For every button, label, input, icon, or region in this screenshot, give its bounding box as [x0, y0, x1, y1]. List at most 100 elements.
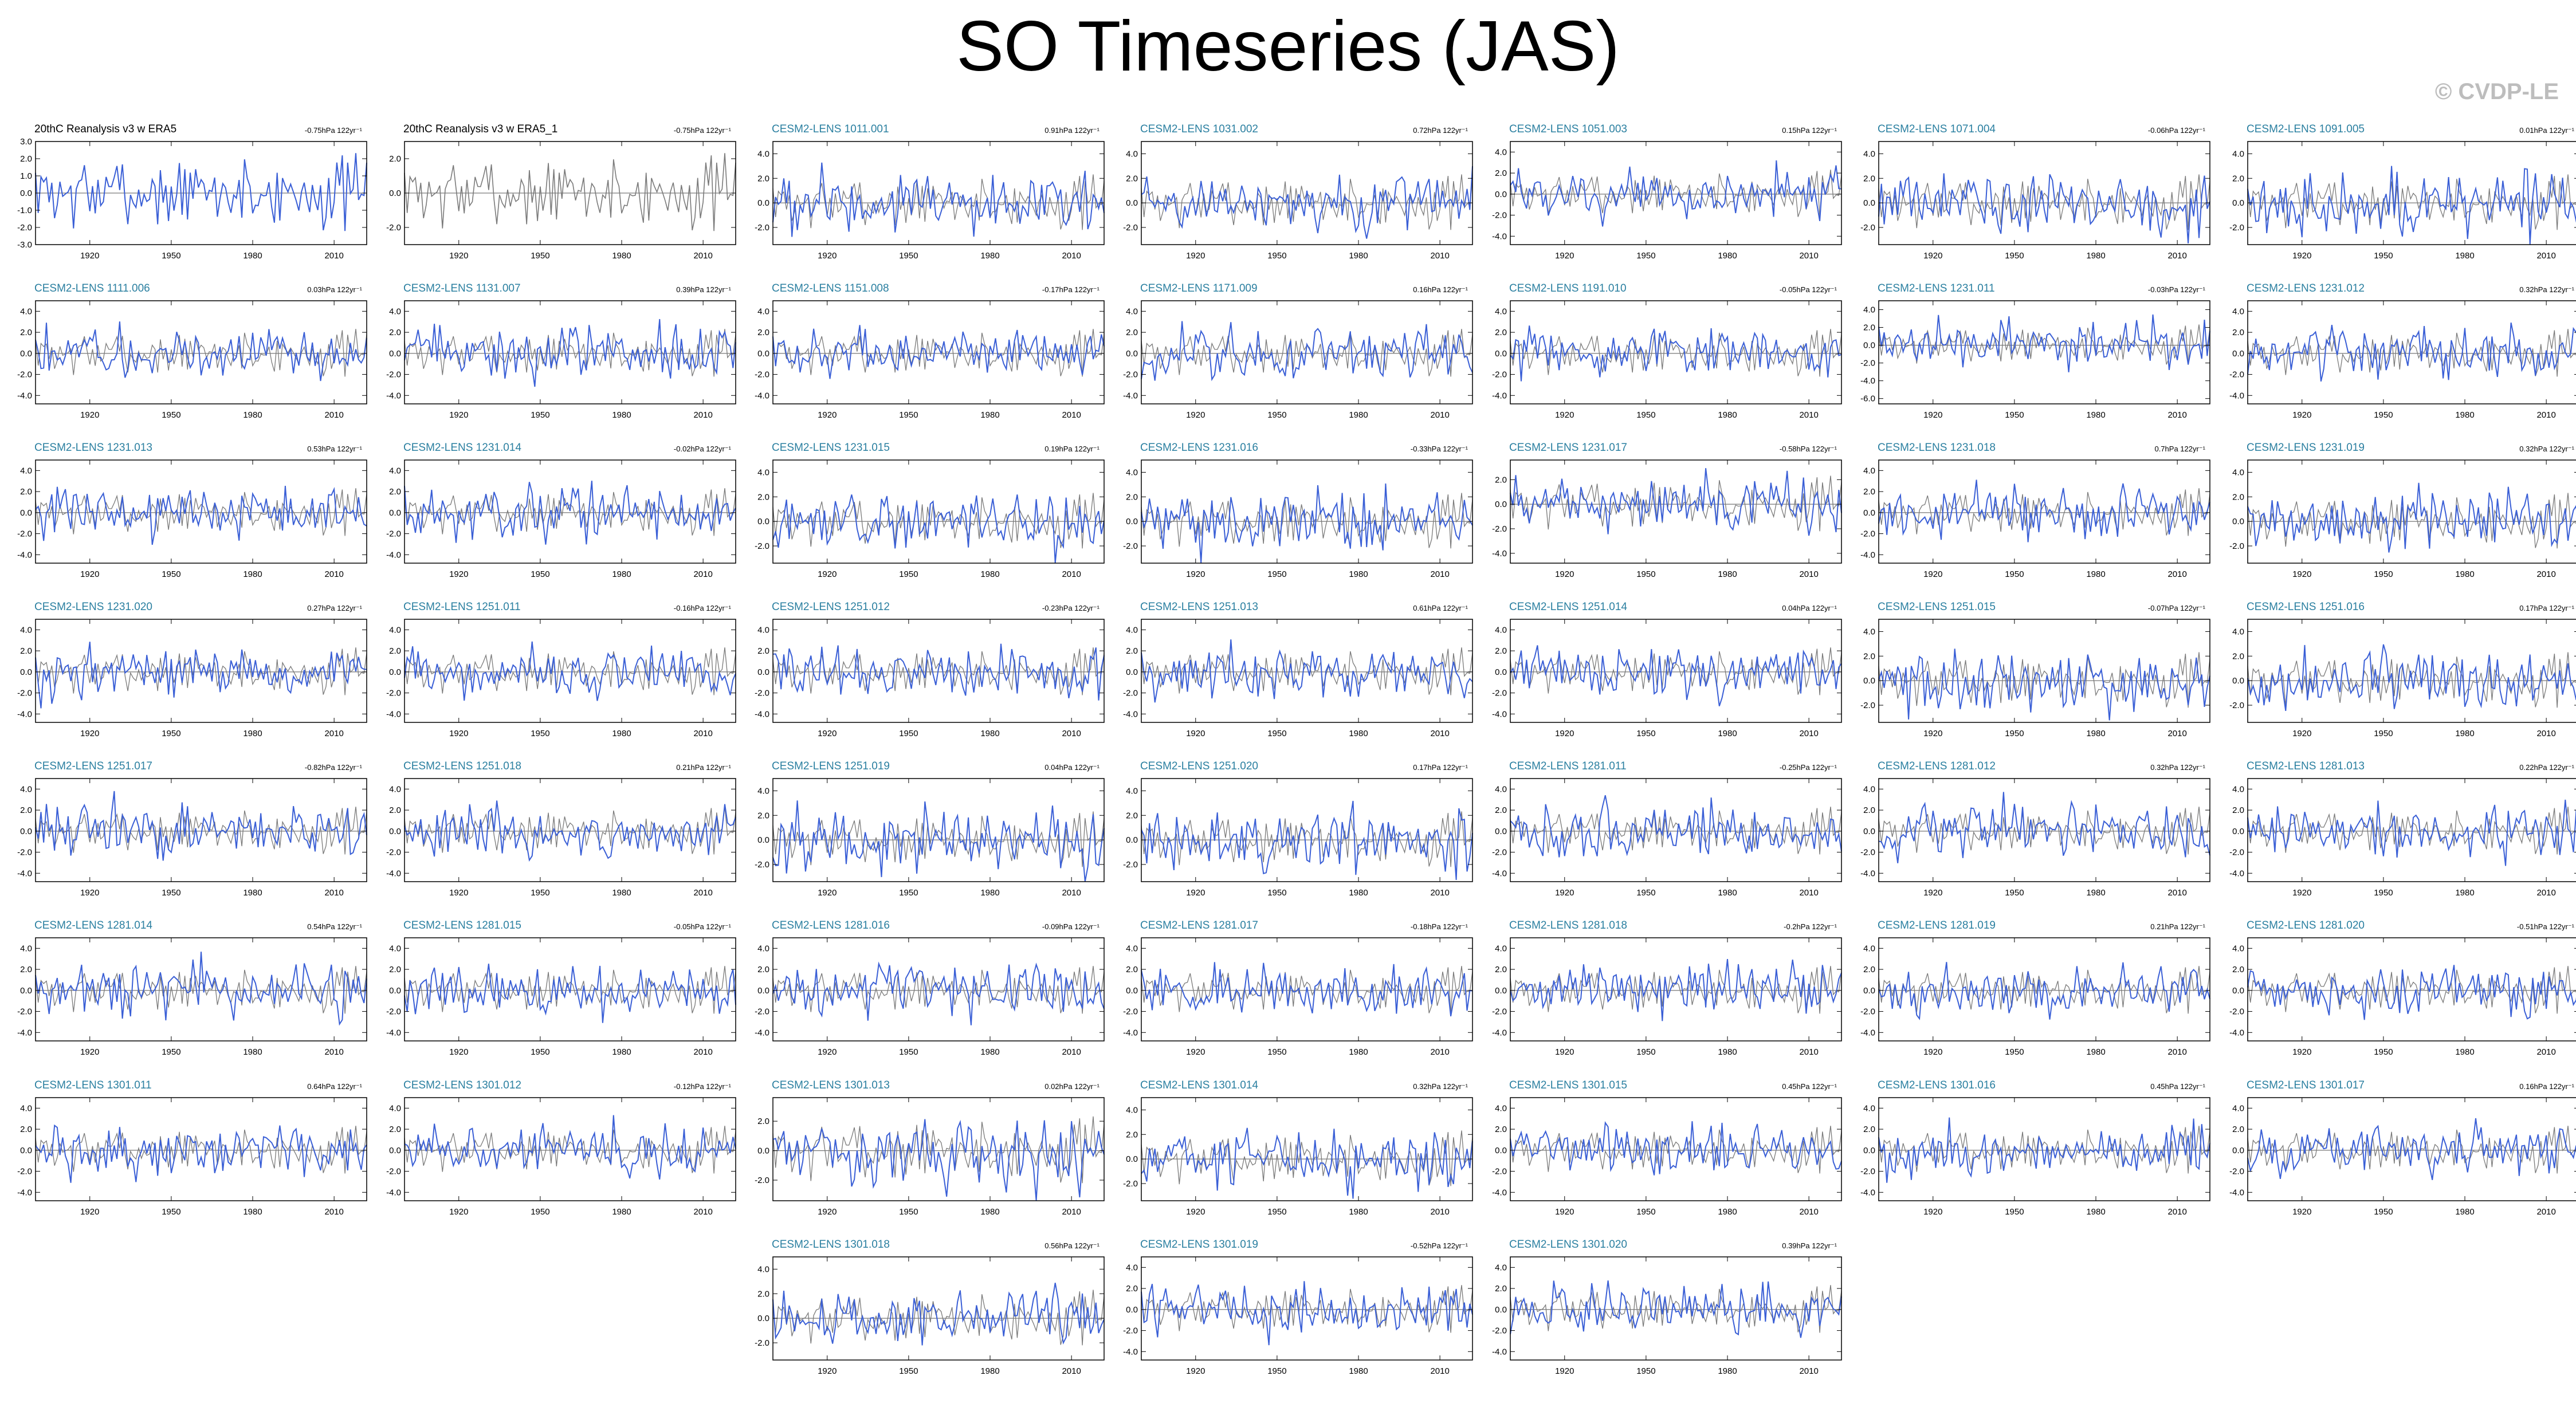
y-tick-label: 4.0 — [20, 625, 32, 635]
trend-label: -0.06hPa 122yr⁻¹ — [2147, 126, 2205, 135]
y-tick-label: -2.0 — [386, 1167, 401, 1177]
plot-frame — [1878, 778, 2210, 882]
x-tick-label: 1920 — [2292, 729, 2311, 738]
y-tick-label: -2.0 — [1492, 1167, 1507, 1177]
y-tick-label: 4.0 — [1126, 625, 1138, 635]
y-tick-label: 0.0 — [1495, 349, 1507, 359]
reference-line — [772, 1290, 1105, 1346]
plot-frame — [2247, 778, 2576, 882]
series-line — [1510, 468, 1842, 536]
x-tick-label: 2010 — [1430, 1366, 1449, 1376]
panel-plot: 4.0 2.0 0.0 -2.0 -4.0 1920 1950 1980 2010 — [2229, 937, 2576, 1057]
y-tick-label: 4.0 — [389, 784, 401, 794]
x-tick-label: 1980 — [2455, 729, 2474, 738]
y-tick-label: -2.0 — [755, 1176, 769, 1185]
chart-panel: CESM2-LENS 1171.009 0.16hPa 122yr⁻¹ 4.0 2.0… — [1106, 282, 1473, 442]
plot-frame — [1878, 300, 2210, 404]
series-line — [35, 642, 367, 709]
y-tick-label: 2.0 — [2232, 1125, 2244, 1134]
panel-plot: 4.0 2.0 0.0 -2.0 -4.0 1920 1950 1980 2010 — [386, 937, 736, 1057]
panel-plot: 4.0 2.0 0.0 -2.0 -4.0 1920 1950 1980 2010 — [386, 1097, 736, 1217]
chart-panel: CESM2-LENS 1231.019 0.32hPa 122yr⁻¹ 4.0 2.0… — [2212, 442, 2576, 601]
panel-plot: 4.0 2.0 0.0 -2.0 1920 1950 1980 2010 — [1123, 141, 1473, 261]
trend-label: 0.72hPa 122yr⁻¹ — [1413, 126, 1468, 135]
y-tick-label: 0.0 — [1863, 1146, 1875, 1155]
x-tick-label: 2010 — [2536, 569, 2555, 579]
y-tick-label: -4.0 — [17, 550, 32, 560]
reference-line — [35, 966, 367, 1014]
panel-plot: 4.0 2.0 0.0 -2.0 -4.0 1920 1950 1980 2010 — [2229, 300, 2576, 420]
x-tick-label: 1950 — [2374, 569, 2393, 579]
y-tick-label: 0.0 — [2232, 1146, 2244, 1155]
reference-line — [404, 966, 736, 1014]
y-tick-label: -4.0 — [755, 1028, 769, 1037]
panel-title: CESM2-LENS 1281.014 — [34, 919, 152, 931]
y-tick-label: -2.0 — [2229, 1167, 2244, 1177]
panel-plot: 4.0 2.0 0.0 -2.0 -4.0 1920 1950 1980 2010 — [17, 300, 367, 420]
y-tick-label: 4.0 — [757, 467, 769, 477]
x-tick-label: 1920 — [1186, 1366, 1205, 1376]
y-tick-label: 0.0 — [757, 1314, 769, 1323]
x-tick-label: 1920 — [818, 569, 837, 579]
reference-line — [2247, 493, 2576, 549]
y-tick-label: 4.0 — [389, 625, 401, 635]
panel-title: CESM2-LENS 1231.020 — [34, 601, 152, 613]
y-tick-label: -2.0 — [1123, 370, 1138, 380]
panel-plot: 4.0 2.0 0.0 -2.0 -4.0 1920 1950 1980 2010 — [386, 778, 736, 898]
y-tick-label: 0.0 — [1126, 1154, 1138, 1164]
trend-label: 0.22hPa 122yr⁻¹ — [2519, 763, 2574, 772]
chart-panel: CESM2-LENS 1251.015 -0.07hPa 122yr⁻¹ 4.0 2.… — [1843, 601, 2210, 760]
x-tick-label: 1950 — [1636, 251, 1655, 261]
y-tick-label: 2.0 — [757, 492, 769, 502]
x-tick-label: 2010 — [2167, 1047, 2186, 1057]
y-tick-label: 4.0 — [1126, 467, 1138, 477]
x-tick-label: 1920 — [1186, 251, 1205, 261]
trend-label: 0.04hPa 122yr⁻¹ — [1782, 604, 1837, 612]
plot-frame — [1878, 937, 2210, 1041]
chart-panel: CESM2-LENS 1301.019 -0.52hPa 122yr⁻¹ 4.0 2.… — [1106, 1239, 1473, 1398]
series-line — [772, 494, 1105, 564]
y-tick-label: -2.0 — [755, 1338, 769, 1348]
y-tick-label: 2.0 — [1495, 475, 1507, 485]
panel-plot: 4.0 2.0 0.0 -2.0 -4.0 1920 1950 1980 2010 — [755, 300, 1105, 420]
plot-frame — [1141, 459, 1473, 564]
panel-plot: 4.0 2.0 0.0 -2.0 -4.0 1920 1950 1980 2010 — [1860, 937, 2210, 1057]
y-tick-label: 4.0 — [757, 149, 769, 159]
panel-title: CESM2-LENS 1251.016 — [2247, 601, 2365, 613]
y-tick-label: 0.0 — [389, 349, 401, 359]
panel-title: CESM2-LENS 1301.017 — [2247, 1079, 2365, 1091]
y-tick-label: -4.0 — [386, 1028, 401, 1037]
x-tick-label: 1950 — [1267, 888, 1286, 898]
reference-line — [772, 811, 1105, 867]
panel-plot: 4.0 2.0 0.0 -2.0 -4.0 1920 1950 1980 2010 — [1860, 778, 2210, 898]
chart-panel: CESM2-LENS 1301.020 0.39hPa 122yr⁻¹ 4.0 2.0… — [1475, 1239, 1842, 1398]
y-tick-label: -2.0 — [2229, 541, 2244, 551]
y-tick-label: 4.0 — [2232, 306, 2244, 316]
chart-panel: CESM2-LENS 1281.011 -0.25hPa 122yr⁻¹ 4.0 2.… — [1475, 760, 1842, 919]
x-tick-label: 1920 — [818, 410, 837, 420]
x-tick-label: 1950 — [2005, 410, 2024, 420]
x-tick-label: 2010 — [1799, 1366, 1818, 1376]
x-tick-label: 1920 — [1555, 1366, 1574, 1376]
x-tick-label: 2010 — [1062, 569, 1081, 579]
plot-frame — [1141, 1256, 1473, 1361]
y-tick-label: 4.0 — [1495, 147, 1507, 157]
x-tick-label: 1950 — [531, 1047, 549, 1057]
panel-title: CESM2-LENS 1051.003 — [1509, 123, 1627, 135]
panel-title: CESM2-LENS 1231.015 — [772, 442, 890, 454]
y-tick-label: 2.0 — [1863, 323, 1875, 333]
y-tick-label: -2.0 — [755, 541, 769, 551]
panel-title: CESM2-LENS 1281.011 — [1509, 760, 1627, 772]
chart-panel: CESM2-LENS 1281.015 -0.05hPa 122yr⁻¹ 4.0 2.… — [369, 919, 736, 1079]
plot-frame — [1141, 778, 1473, 882]
y-tick-label: 0.0 — [1495, 827, 1507, 836]
panel-plot: 4.0 2.0 0.0 -2.0 -4.0 1920 1950 1980 2010 — [17, 619, 367, 738]
reference-line — [404, 153, 736, 231]
panel-title: CESM2-LENS 1251.017 — [34, 760, 152, 772]
x-tick-label: 2010 — [693, 888, 712, 898]
series-line — [772, 1119, 1105, 1201]
y-tick-label: 0.0 — [757, 349, 769, 359]
x-tick-label: 1980 — [2086, 251, 2105, 261]
y-tick-label: 0.0 — [1126, 835, 1138, 845]
reference-line — [772, 493, 1105, 549]
